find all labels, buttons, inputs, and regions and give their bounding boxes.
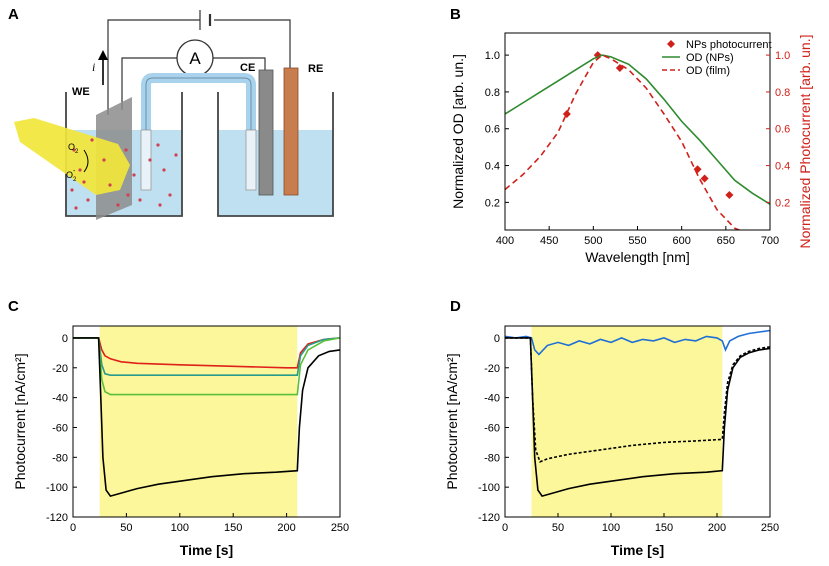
series-line-blue <box>504 329 771 356</box>
x-tick-label: 100 <box>171 522 189 534</box>
x-tick-label: 400 <box>496 235 514 247</box>
illumination-band <box>531 326 723 517</box>
y-tick-label: 0.2 <box>485 197 500 209</box>
panel-letter-d: D <box>450 298 461 315</box>
x-tick-label: 200 <box>708 522 726 534</box>
y-tick-label: -40 <box>484 393 500 405</box>
y2-tick-label: 1.0 <box>775 50 790 62</box>
y-tick-label: 0 <box>494 333 500 345</box>
x-tick-label: 0 <box>70 522 76 534</box>
y2-tick-label: 0.4 <box>775 161 790 173</box>
x-tick-label: 550 <box>628 235 646 247</box>
panel-letter-a: A <box>8 6 19 23</box>
y2-axis-label: Normalized Photocurrent [arb. un.] <box>797 35 813 249</box>
x-tick-label: 650 <box>717 235 735 247</box>
series-line-red <box>73 337 341 369</box>
x-tick-label: 150 <box>655 522 673 534</box>
photocurrent-marker <box>725 191 734 200</box>
y-tick-label: -20 <box>52 363 68 375</box>
y-tick-label: -80 <box>52 452 68 464</box>
x-tick-label: 600 <box>672 235 690 247</box>
x-tick-label: 500 <box>584 235 602 247</box>
legend-label: OD (film) <box>686 65 730 77</box>
y2-tick-label: 0.6 <box>775 124 790 136</box>
y-axis-label: Normalized OD [arb. un.] <box>450 54 466 209</box>
x-tick-label: 0 <box>502 522 508 534</box>
photocurrent-marker <box>562 110 571 119</box>
y-tick-label: -20 <box>484 363 500 375</box>
legend-swatch <box>667 40 675 48</box>
y-tick-label: -60 <box>52 422 68 434</box>
x-tick-label: 250 <box>761 522 779 534</box>
panel-letter-b: B <box>450 6 461 23</box>
plot-frame <box>72 325 341 518</box>
y-tick-label: 0.4 <box>485 161 500 173</box>
y-tick-label: -100 <box>478 482 500 494</box>
x-tick-label: 50 <box>120 522 132 534</box>
x-axis-label: Time [s] <box>611 542 664 558</box>
y-tick-label: -40 <box>52 393 68 405</box>
series-line-green <box>73 337 341 396</box>
series-line-od--nps- <box>505 54 770 205</box>
y-tick-label: -60 <box>484 422 500 434</box>
y-axis-label: Photocurrent [nA/cm²] <box>12 353 28 489</box>
x-axis-label: Time [s] <box>180 542 233 558</box>
x-tick-label: 200 <box>277 522 295 534</box>
x-tick-label: 100 <box>602 522 620 534</box>
x-tick-label: 50 <box>552 522 564 534</box>
plot-frame <box>504 325 771 518</box>
y-tick-label: -120 <box>46 512 68 524</box>
y-tick-label: 0.8 <box>485 87 500 99</box>
y-tick-label: 0 <box>62 333 68 345</box>
x-tick-label: 150 <box>224 522 242 534</box>
legend-label: OD (NPs) <box>686 52 734 64</box>
series-line-od--film- <box>505 54 742 230</box>
illumination-band <box>99 326 298 517</box>
y-tick-label: -100 <box>46 482 68 494</box>
y2-tick-label: 0.8 <box>775 87 790 99</box>
legend-label: NPs photocurrent <box>686 39 772 51</box>
series-line-black <box>73 337 341 498</box>
panel-letter-c: C <box>8 298 19 315</box>
y-tick-label: 0.6 <box>485 124 500 136</box>
y-tick-label: -120 <box>478 512 500 524</box>
series-line-black <box>505 337 771 498</box>
x-axis-label: Wavelength [nm] <box>585 249 690 265</box>
x-tick-label: 450 <box>540 235 558 247</box>
x-tick-label: 250 <box>331 522 349 534</box>
series-line-black-dashed <box>505 337 771 463</box>
y-tick-label: 1.0 <box>485 50 500 62</box>
y-axis-label: Photocurrent [nA/cm²] <box>444 353 460 489</box>
photocurrent-marker <box>700 174 709 183</box>
x-tick-label: 700 <box>761 235 779 247</box>
series-line-teal <box>73 337 341 377</box>
y2-tick-label: 0.2 <box>775 197 790 209</box>
y-tick-label: -80 <box>484 452 500 464</box>
